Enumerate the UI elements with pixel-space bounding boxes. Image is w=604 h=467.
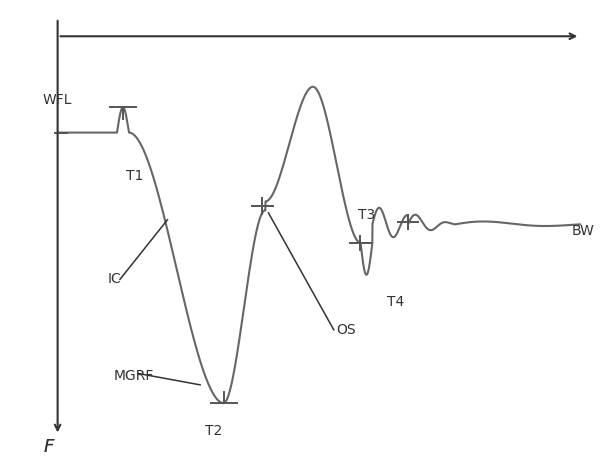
Text: T1: T1	[126, 169, 143, 183]
Text: MGRF: MGRF	[114, 368, 155, 382]
Text: IC: IC	[108, 272, 122, 286]
Text: F: F	[43, 438, 54, 456]
Text: OS: OS	[336, 323, 356, 337]
Text: F: F	[43, 438, 54, 456]
Text: T3: T3	[358, 208, 374, 222]
Text: T2: T2	[205, 424, 222, 438]
Text: WFL: WFL	[43, 93, 72, 107]
Text: T4: T4	[388, 295, 405, 309]
Text: BW: BW	[571, 224, 594, 238]
